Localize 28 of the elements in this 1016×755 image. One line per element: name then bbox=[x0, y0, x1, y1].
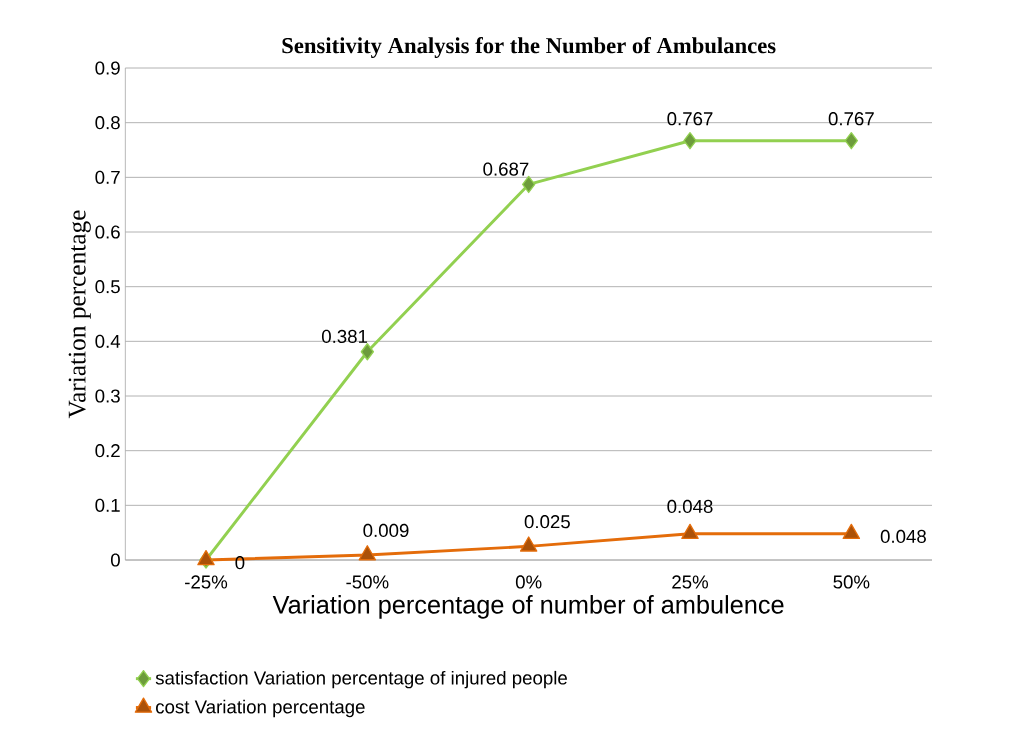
y-tick-label: 0.8 bbox=[95, 116, 120, 130]
y-tick-label: 0.2 bbox=[95, 444, 120, 458]
data-label: 0.381 bbox=[321, 329, 368, 344]
y-axis-title: Variation percentage bbox=[68, 210, 91, 419]
x-tick-label: 50% bbox=[833, 575, 870, 589]
data-label: 0.767 bbox=[828, 112, 874, 126]
y-tick-label: 0 bbox=[110, 553, 120, 567]
x-tick-label: -25% bbox=[185, 575, 228, 589]
legend-label: cost Variation percentage bbox=[156, 699, 365, 718]
y-tick-label: 0.3 bbox=[95, 389, 120, 403]
data-label: 0.048 bbox=[667, 499, 713, 514]
data-label: 0.009 bbox=[363, 523, 409, 538]
y-tick-label: 0.9 bbox=[95, 61, 120, 75]
y-tick-label: 0.4 bbox=[95, 334, 121, 349]
x-tick-label: 0% bbox=[515, 575, 542, 589]
data-label: 0.687 bbox=[483, 162, 529, 176]
data-label: 0.767 bbox=[667, 112, 713, 126]
x-axis-title: Variation percentage of number of ambulence bbox=[272, 595, 784, 619]
chart-title: Sensitivity Analysis for the Number of Ambulances bbox=[282, 37, 776, 59]
data-label: 0.025 bbox=[524, 515, 570, 529]
x-tick-label: -50% bbox=[346, 575, 389, 589]
legend-label: satisfaction Variation percentage of injured people bbox=[155, 671, 567, 689]
y-tick-label: 0.7 bbox=[95, 170, 120, 185]
y-tick-label: 0.1 bbox=[95, 498, 120, 513]
y-tick-label: 0.6 bbox=[95, 225, 120, 239]
y-tick-label: 0.5 bbox=[95, 280, 120, 294]
x-tick-label: 25% bbox=[672, 575, 709, 589]
data-label: 0.048 bbox=[880, 529, 926, 544]
